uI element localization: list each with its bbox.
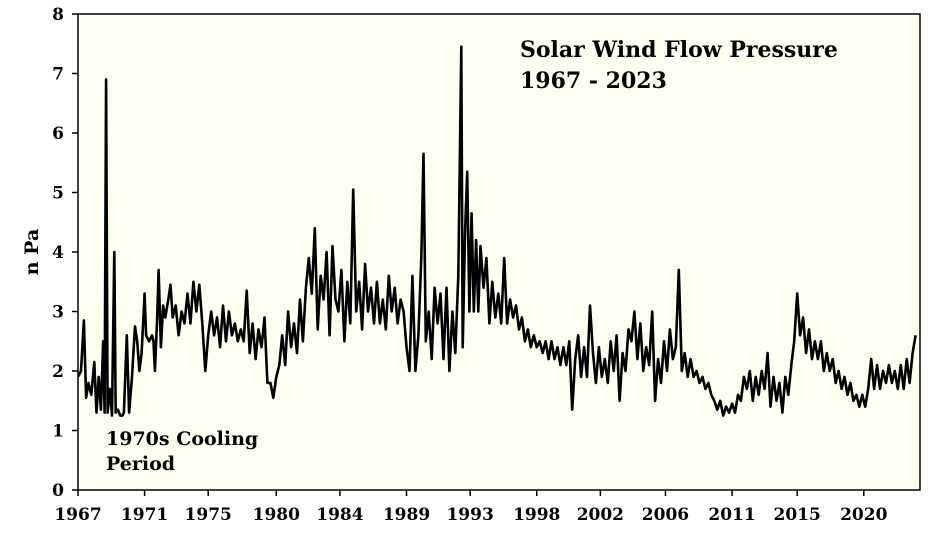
y-tick-label: 0 [52, 481, 64, 501]
x-tick-label: 1984 [316, 505, 363, 525]
x-tick-label: 2020 [840, 505, 887, 525]
y-tick-label: 2 [52, 362, 64, 382]
x-tick-label: 1998 [513, 505, 560, 525]
y-tick-label: 3 [52, 303, 64, 323]
x-tick-label: 1967 [54, 505, 101, 525]
x-tick-label: 1975 [185, 505, 232, 525]
annotation-line1: 1970s Cooling [106, 428, 258, 450]
x-tick-label: 2002 [577, 505, 624, 525]
x-tick-label: 2006 [642, 505, 689, 525]
x-tick-label: 2015 [774, 505, 821, 525]
x-tick-label: 1989 [383, 505, 430, 525]
y-tick-label: 1 [52, 422, 64, 442]
chart-title-line1: Solar Wind Flow Pressure [520, 37, 838, 63]
x-tick-label: 1971 [121, 505, 168, 525]
y-tick-label: 8 [52, 5, 64, 25]
x-tick-label: 1980 [253, 505, 300, 525]
y-tick-label: 5 [52, 184, 64, 204]
plot-area [77, 13, 921, 491]
x-tick-label: 1993 [446, 505, 493, 525]
y-tick-label: 7 [52, 65, 64, 85]
x-tick-label: 2011 [708, 505, 755, 525]
y-tick-label: 6 [52, 124, 64, 144]
annotation-line2: Period [106, 453, 175, 475]
series-line-solar-wind-pressure [76, 45, 917, 417]
y-axis-label: n Pa [21, 229, 43, 276]
x-axis: 1967 1971 1975 1980 1984 1989 1993 1998 2002 2006… [54, 490, 888, 525]
y-tick-label: 4 [52, 243, 64, 263]
y-axis: 0 1 2 3 4 5 6 7 8 [52, 5, 78, 501]
chart-title-line2: 1967 - 2023 [520, 68, 667, 94]
